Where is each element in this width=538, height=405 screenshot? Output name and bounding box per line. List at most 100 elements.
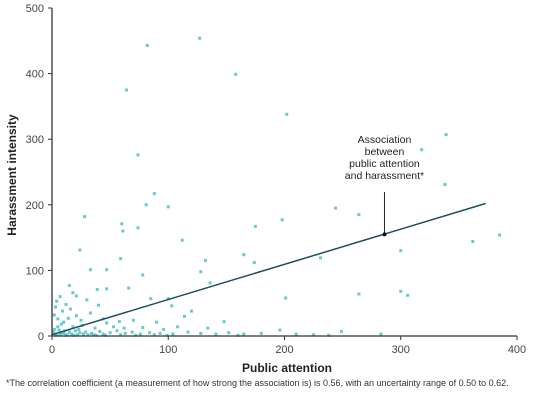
scatter-point <box>59 331 63 335</box>
scatter-point <box>420 148 424 152</box>
scatter-point <box>54 305 57 309</box>
scatter-point <box>57 328 61 332</box>
scatter-point <box>242 253 246 257</box>
scatter-point <box>357 292 361 296</box>
y-tick-label: 300 <box>26 134 44 146</box>
x-tick-label: 400 <box>508 344 526 356</box>
scatter-point <box>105 268 109 272</box>
scatter-point <box>112 325 116 329</box>
scatter-point <box>379 332 383 336</box>
scatter-point <box>121 229 125 233</box>
scatter-point <box>144 203 148 207</box>
scatter-point <box>58 333 62 337</box>
scatter-point <box>334 206 338 210</box>
scatter-point <box>88 268 92 272</box>
scatter-point <box>98 329 102 333</box>
scatter-point <box>119 257 123 261</box>
scatter-point <box>234 72 238 76</box>
scatter-point <box>56 317 60 321</box>
scatter-point <box>55 333 59 337</box>
y-tick-label: 500 <box>26 3 44 15</box>
scatter-point <box>166 297 170 301</box>
scatter-point <box>64 333 68 337</box>
scatter-point <box>236 333 240 337</box>
scatter-point <box>56 325 60 329</box>
scatter-point <box>280 218 284 222</box>
scatter-point <box>443 183 447 186</box>
scatter-point <box>399 249 403 253</box>
scatter-point <box>62 320 66 324</box>
scatter-point <box>122 326 126 330</box>
scatter-point <box>61 309 64 313</box>
scatter-point <box>117 320 121 324</box>
scatter-point <box>444 133 448 137</box>
scatter-point <box>83 215 87 219</box>
scatter-point <box>158 331 162 335</box>
scatter-point <box>312 333 316 337</box>
x-tick-label: 300 <box>392 344 410 356</box>
scatter-point <box>72 333 76 337</box>
footnote: *The correlation coefficient (a measurem… <box>6 378 509 388</box>
scatter-point <box>120 222 124 226</box>
scatter-point <box>108 331 112 335</box>
scatter-point <box>294 332 298 336</box>
scatter-point <box>130 330 134 334</box>
scatter-chart: Association between public attention and ha… <box>5 3 526 375</box>
scatter-point <box>190 309 193 313</box>
scatter-point <box>105 287 109 291</box>
scatter-point <box>278 328 282 332</box>
scatter-point <box>165 333 169 337</box>
scatter-point <box>399 289 403 293</box>
scatter-point <box>327 333 331 337</box>
scatter-point <box>105 321 109 325</box>
scatter-points <box>51 36 502 337</box>
scatter-point <box>71 325 75 329</box>
scatter-point <box>52 327 56 331</box>
scatter-point <box>242 332 246 336</box>
scatter-point <box>155 320 159 324</box>
annotation-marker <box>382 232 387 237</box>
annotation-text-line: and harassment* <box>345 170 424 182</box>
x-tick-label: 0 <box>49 344 55 356</box>
scatter-point <box>148 331 152 335</box>
scatter-point <box>101 332 105 336</box>
scatter-point <box>73 329 77 333</box>
scatter-point <box>170 304 174 308</box>
scatter-point <box>77 327 81 331</box>
scatter-point <box>319 256 322 260</box>
y-tick-label: 200 <box>26 200 44 212</box>
scatter-point <box>253 224 257 228</box>
scatter-point <box>78 248 82 252</box>
scatter-point <box>340 329 343 333</box>
annotation-text-line: Association <box>358 134 412 146</box>
scatter-point <box>62 331 66 335</box>
scatter-point <box>74 314 78 318</box>
scatter-point <box>90 331 93 335</box>
y-tick-label: 100 <box>26 265 44 277</box>
scatter-point <box>123 331 127 335</box>
scatter-point <box>176 325 180 329</box>
scatter-point <box>204 259 207 263</box>
scatter-point <box>69 307 73 311</box>
scatter-point <box>78 331 82 335</box>
scatter-point <box>152 333 156 337</box>
scatter-point <box>214 332 218 336</box>
scatter-point <box>145 43 149 47</box>
scatter-point <box>357 213 361 217</box>
annotation-text: Association between public attention and ha… <box>345 134 424 182</box>
annotation-text-line: public attention <box>349 158 420 170</box>
scatter-point <box>55 299 59 303</box>
annotation-text-line: between <box>365 146 405 158</box>
x-tick-label: 100 <box>159 344 177 356</box>
scatter-point <box>206 326 210 330</box>
scatter-point <box>67 284 71 287</box>
scatter-point <box>76 333 80 337</box>
scatter-point <box>152 192 156 196</box>
y-tick-label: 400 <box>26 69 44 81</box>
scatter-point <box>136 153 140 157</box>
scatter-point <box>104 333 107 337</box>
scatter-point <box>252 261 256 264</box>
scatter-point <box>208 281 212 285</box>
scatter-point <box>124 88 128 92</box>
scatter-point <box>59 322 63 326</box>
